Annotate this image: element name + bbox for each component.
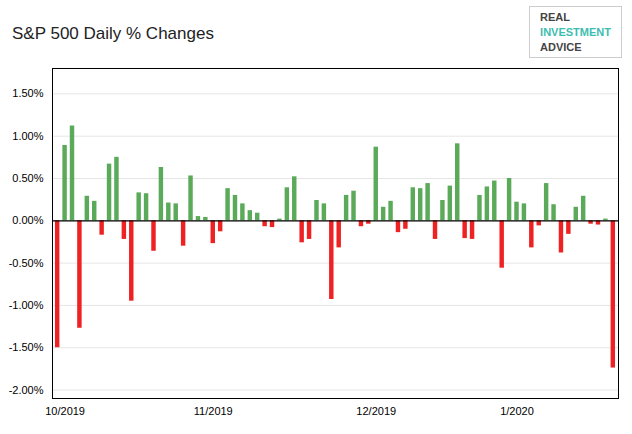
- svg-text:11/2019: 11/2019: [194, 405, 233, 417]
- html-text:INVESTMENT: INVESTMENT: [540, 26, 611, 38]
- html-text:REAL: REAL: [540, 11, 570, 23]
- svg-text:12/2019: 12/2019: [356, 405, 396, 417]
- svg-text:0.00%: 0.00%: [12, 214, 43, 226]
- svg-text:0.50%: 0.50%: [12, 172, 43, 184]
- svg-text:10/2019: 10/2019: [45, 405, 85, 417]
- svg-text:-1.50%: -1.50%: [9, 341, 44, 353]
- html-text:S&P 500 Daily % Changes: S&P 500 Daily % Changes: [12, 24, 214, 43]
- svg-text:1.50%: 1.50%: [12, 87, 43, 99]
- svg-text:-1.00%: -1.00%: [9, 299, 44, 311]
- svg-text:1.00%: 1.00%: [12, 130, 43, 142]
- svg-text:1/2020: 1/2020: [500, 405, 534, 417]
- html-text:ADVICE: ADVICE: [540, 41, 582, 53]
- svg-text:-2.00%: -2.00%: [9, 384, 44, 396]
- svg-text:-0.50%: -0.50%: [9, 257, 44, 269]
